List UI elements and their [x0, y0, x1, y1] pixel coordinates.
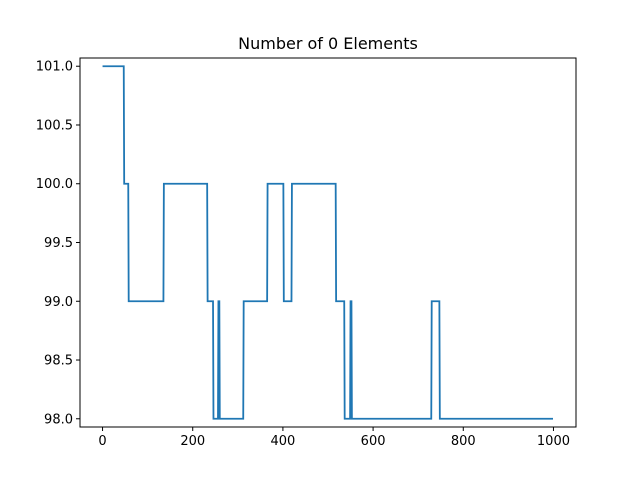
- series-line: [102, 65, 553, 420]
- y-tick-label: 99.0: [44, 295, 73, 310]
- x-tick-label: 200: [180, 434, 205, 449]
- x-tick-label: 1000: [537, 434, 570, 449]
- y-tick-label: 100.5: [36, 118, 73, 133]
- plot-frame: [79, 57, 577, 428]
- y-tick-label: 98.5: [44, 354, 73, 369]
- chart-title: Number of 0 Elements: [238, 34, 418, 53]
- x-tick-label: 800: [451, 434, 476, 449]
- x-tick-label: 600: [361, 434, 386, 449]
- y-tick-label: 99.5: [44, 236, 73, 251]
- y-tick-label: 98.0: [44, 412, 73, 427]
- y-tick-label: 100.0: [36, 177, 73, 192]
- y-tick-label: 101.0: [36, 60, 73, 75]
- x-tick-label: 400: [270, 434, 295, 449]
- ticks-layer: 0 200 400 600 800 1000 98.0 98.5 99.0 99.5 100.0 10…: [36, 60, 570, 449]
- x-tick-label: 0: [98, 434, 106, 449]
